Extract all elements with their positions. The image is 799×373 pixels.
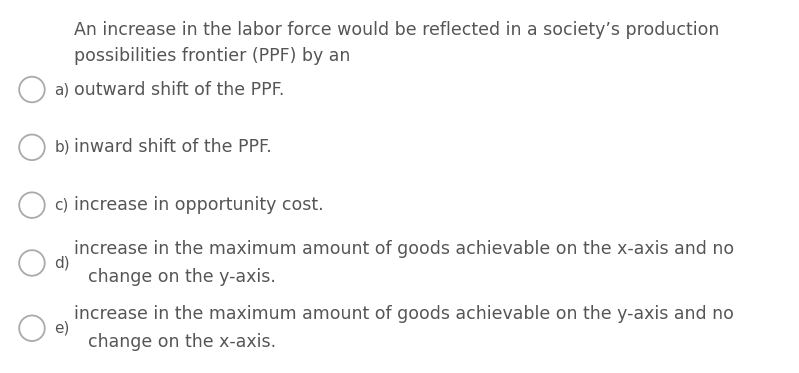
Text: increase in the maximum amount of goods achievable on the x-axis and no: increase in the maximum amount of goods … [74, 240, 733, 258]
Text: c): c) [54, 198, 69, 213]
Text: increase in the maximum amount of goods achievable on the y-axis and no: increase in the maximum amount of goods … [74, 305, 733, 323]
Text: change on the x-axis.: change on the x-axis. [88, 333, 276, 351]
Text: increase in opportunity cost.: increase in opportunity cost. [74, 196, 323, 214]
Text: e): e) [54, 321, 70, 336]
Text: b): b) [54, 140, 70, 155]
Text: d): d) [54, 256, 70, 270]
Text: a): a) [54, 82, 70, 97]
Text: possibilities frontier (PPF) by an: possibilities frontier (PPF) by an [74, 47, 350, 65]
Text: change on the y-axis.: change on the y-axis. [88, 268, 276, 286]
Text: inward shift of the PPF.: inward shift of the PPF. [74, 138, 271, 156]
Text: outward shift of the PPF.: outward shift of the PPF. [74, 81, 284, 98]
Text: An increase in the labor force would be reflected in a society’s production: An increase in the labor force would be … [74, 21, 719, 38]
